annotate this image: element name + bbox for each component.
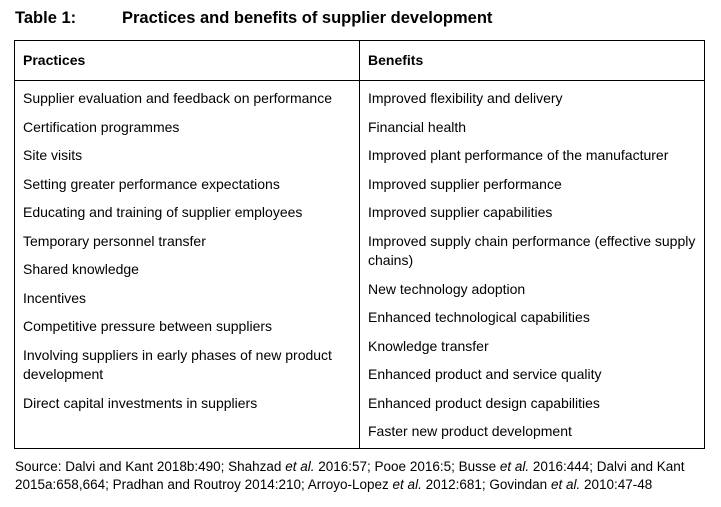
benefit-item: Enhanced product design capabilities	[368, 394, 600, 411]
benefit-item: Improved supplier capabilities	[368, 204, 553, 220]
practice-item: Certification programmes	[23, 118, 180, 135]
benefit-item: Improved supplier performance	[368, 175, 562, 192]
source-italic: et al.	[285, 459, 315, 474]
source-italic: et al.	[499, 459, 530, 474]
practice-item: Site visits	[23, 147, 83, 163]
practice-item: Temporary personnel transfer	[23, 232, 206, 249]
source-text: 2010:47-48	[580, 477, 653, 492]
practices-list: Supplier evaluation and feedback on perf…	[23, 89, 343, 422]
column-rule	[359, 41, 360, 448]
source-text: 2012:681; Govindan	[421, 477, 551, 492]
practice-item: Educating and training of supplier emplo…	[23, 204, 303, 220]
source-text: 2016:444; Dalvi and Kant 2015a:658,664; …	[15, 459, 685, 492]
benefit-item: New technology adoption	[368, 280, 526, 297]
benefit-item: Improved plant performance of the manufa…	[368, 147, 669, 163]
benefit-item: Improved supply chain performance (effec…	[368, 232, 696, 269]
table-title: Practices and benefits of supplier devel…	[122, 9, 493, 27]
source-note: Source: Dalvi and Kant 2018b:490; Shahza…	[15, 458, 715, 494]
source-text: Source: Dalvi and Kant 2018b:490; Shahza…	[15, 459, 286, 474]
benefit-item: Knowledge transfer	[368, 337, 489, 354]
practice-item: Setting greater performance expectations	[23, 175, 280, 192]
benefit-item: Enhanced product and service quality	[368, 366, 602, 382]
practice-item: Incentives	[23, 289, 87, 306]
source-italic: et al.	[392, 477, 422, 492]
table: Practices Benefits Supplier evaluation a…	[14, 40, 705, 449]
practice-item: Involving suppliers in early phases of n…	[23, 346, 332, 383]
source-italic: et al.	[550, 477, 581, 492]
column-header: Practices	[23, 52, 86, 68]
benefits-list: Improved flexibility and delivery Financi…	[368, 89, 698, 451]
benefit-item: Financial health	[368, 118, 467, 135]
benefit-item: Enhanced technological capabilities	[368, 309, 590, 325]
benefit-item: Faster new product development	[368, 423, 572, 439]
source-text: 2016:57; Pooe 2016:5; Busse	[314, 459, 500, 474]
benefit-item: Improved flexibility and delivery	[368, 90, 563, 106]
practice-item: Shared knowledge	[23, 261, 139, 277]
practice-item: Supplier evaluation and feedback on perf…	[23, 90, 332, 106]
practice-item: Competitive pressure between suppliers	[23, 318, 273, 334]
column-header: Benefits	[368, 52, 424, 68]
practice-item: Direct capital investments in suppliers	[23, 394, 258, 411]
table-label: Table 1:	[15, 9, 77, 27]
